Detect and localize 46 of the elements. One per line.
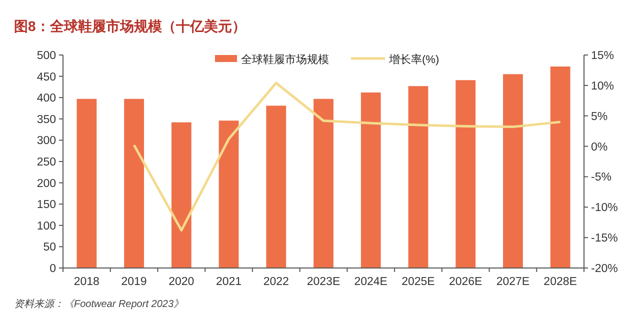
x-tick-label: 2020 (168, 276, 194, 288)
bar (550, 66, 570, 268)
y2-tick-label: -15% (591, 232, 618, 245)
y-tick-label: 200 (36, 178, 56, 190)
y-tick-label: 100 (36, 220, 56, 232)
x-tick-label: 2028E (544, 276, 578, 288)
bar (503, 74, 523, 268)
x-tick-label: 2024E (354, 276, 388, 288)
x-tick-label: 2026E (448, 276, 483, 288)
y-tick-label: 500 (36, 50, 56, 62)
bar (76, 98, 97, 268)
x-tick-label: 2018 (74, 276, 100, 288)
bar (218, 120, 239, 268)
bar (456, 80, 476, 268)
y-tick-label: 250 (36, 156, 56, 168)
chart-title: 图8：全球鞋履市场规模（十亿美元） (14, 18, 246, 34)
bar (124, 98, 144, 268)
y2-tick-label: 5% (591, 110, 608, 123)
y-tick-label: 0 (50, 263, 56, 275)
y-tick-label: 50 (43, 242, 56, 254)
bar (360, 92, 381, 268)
y-tick-label: 150 (36, 199, 56, 212)
y2-tick-label: 0% (591, 141, 608, 154)
y2-tick-label: -5% (591, 172, 612, 184)
y-tick-label: 350 (36, 114, 56, 126)
bar (314, 98, 334, 268)
bar (266, 106, 286, 268)
y2-tick-label: 10% (591, 80, 614, 92)
y-tick-label: 400 (36, 92, 56, 105)
y2-tick-label: -10% (591, 202, 618, 214)
y2-tick-label: 15% (591, 50, 614, 62)
x-tick-label: 2027E (496, 276, 530, 288)
y2-tick-label: -20% (591, 263, 618, 275)
y-tick-label: 300 (36, 135, 56, 148)
x-tick-label: 2025E (402, 276, 436, 288)
text: 资料来源：《Footwear Report 2023》 (14, 298, 184, 310)
line-series (132, 82, 562, 232)
x-tick-label: 2023E (306, 276, 340, 288)
x-tick-label: 2021 (216, 276, 242, 288)
bar (408, 86, 428, 268)
x-tick-label: 2022 (263, 276, 289, 288)
y-tick-label: 450 (36, 71, 56, 84)
legend-label: 全球鞋履市场规模 (241, 53, 329, 66)
legend-label: 增长率(%) (388, 53, 440, 66)
bar (171, 122, 192, 268)
x-tick-label: 2019 (121, 276, 147, 288)
